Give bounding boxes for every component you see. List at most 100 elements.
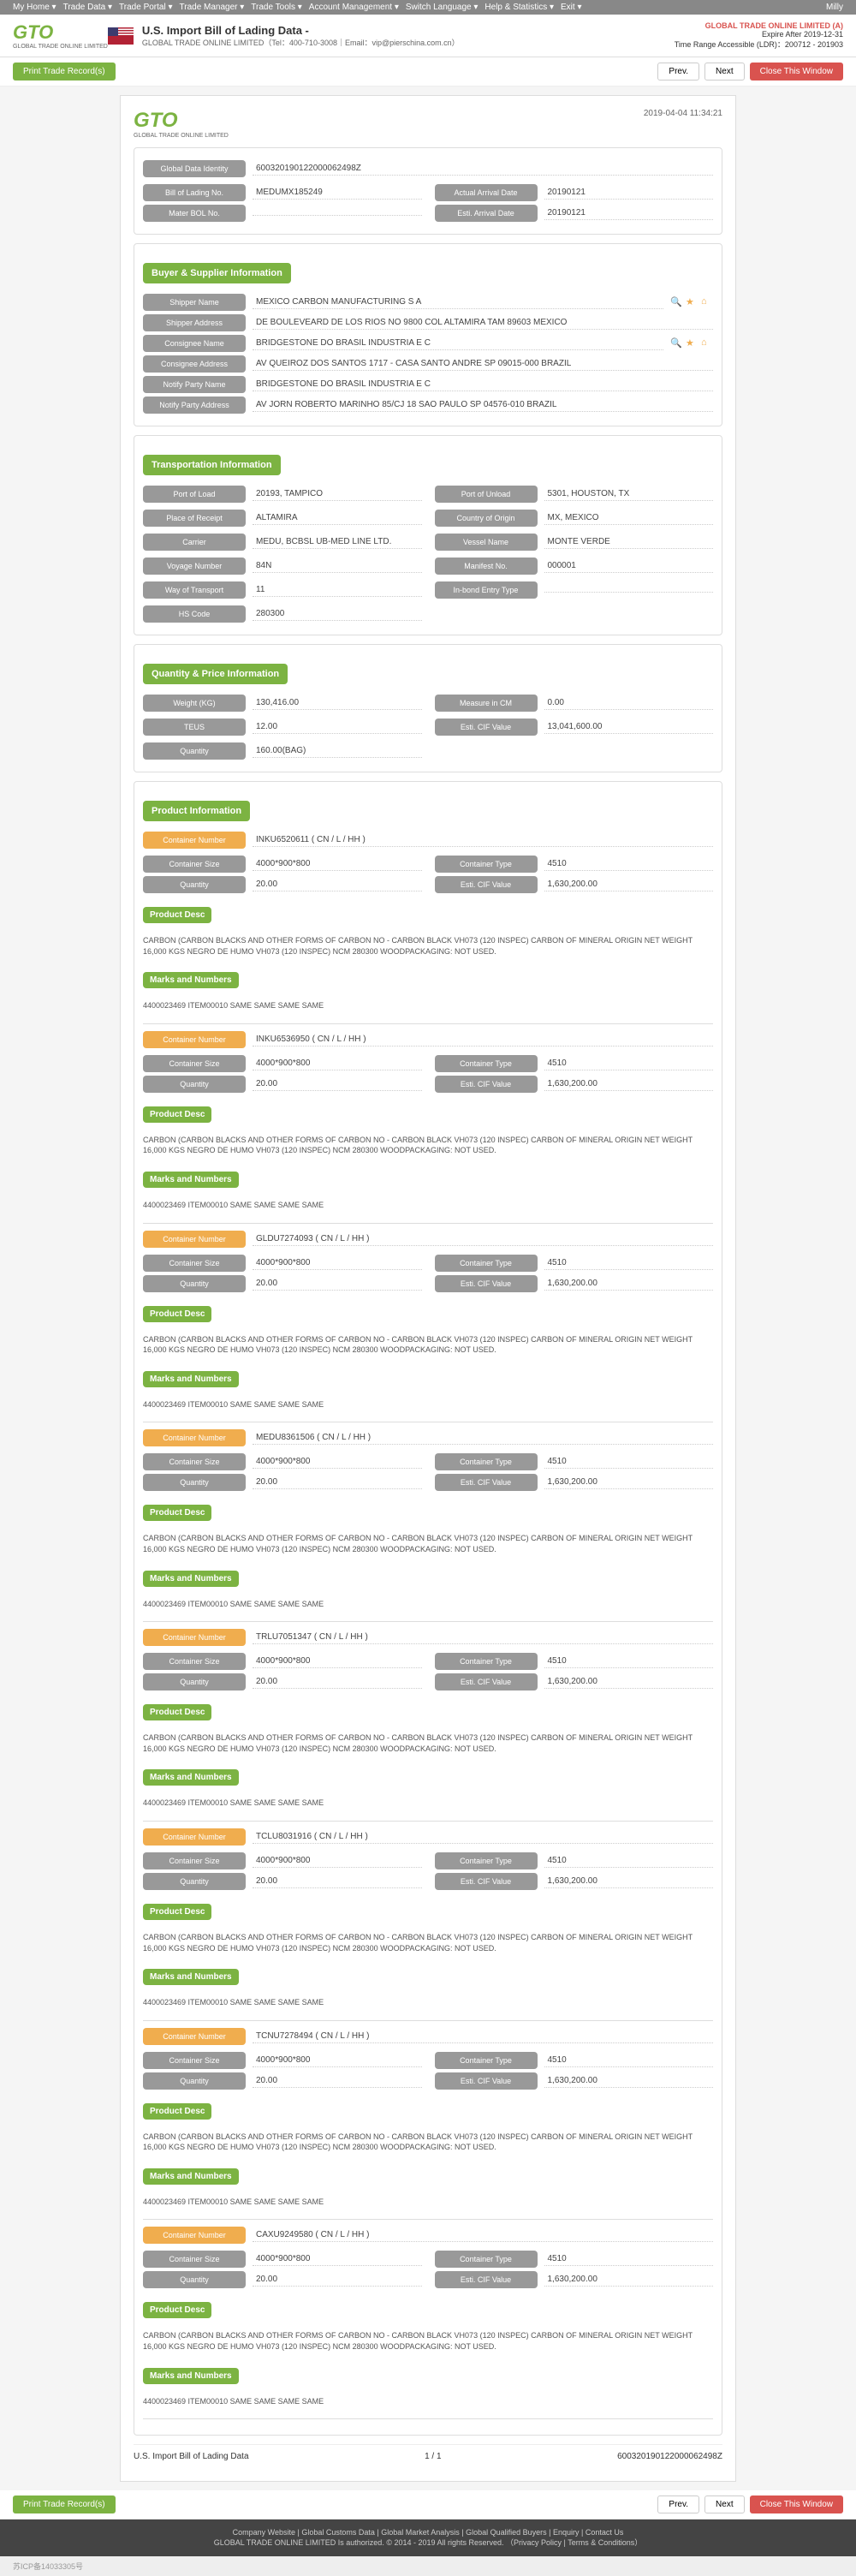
value-container-size: 4000*900*800 (253, 1854, 422, 1868)
value-container-type: 4510 (544, 1655, 714, 1668)
nav-item[interactable]: Help & Statistics ▾ (484, 3, 554, 12)
label-container-size: Container Size (143, 856, 246, 873)
value-cif: 1,630,200.00 (544, 1875, 714, 1888)
field-label: Weight (KG) (143, 695, 246, 712)
next-button[interactable]: Next (704, 2496, 745, 2513)
value-cif: 1,630,200.00 (544, 1277, 714, 1291)
label-shipper-addr: Shipper Address (143, 314, 246, 331)
nav-item[interactable]: Switch Language ▾ (406, 3, 479, 12)
label-quantity: Quantity (143, 1474, 246, 1491)
nav-item[interactable]: My Home ▾ (13, 3, 56, 12)
label-consignee-addr: Consignee Address (143, 355, 246, 373)
value-container-num: GLDU7274093 ( CN / L / HH ) (253, 1232, 713, 1246)
value-container-num: TCLU8031916 ( CN / L / HH ) (253, 1830, 713, 1844)
product-desc: CARBON (CARBON BLACKS AND OTHER FORMS OF… (143, 1528, 713, 1559)
label-ead: Esti. Arrival Date (435, 205, 538, 222)
us-flag-icon (108, 27, 134, 45)
field-label: Port of Unload (435, 486, 538, 503)
user-menu[interactable]: Milly (826, 3, 843, 12)
label-container-size: Container Size (143, 1055, 246, 1072)
marks-text: 4400023469 ITEM00010 SAME SAME SAME SAME (143, 1594, 713, 1615)
search-icon[interactable]: 🔍 (670, 337, 682, 349)
label-notify-addr: Notify Party Address (143, 397, 246, 414)
toolbar-bottom: Print Trade Record(s) Prev. Next Close T… (0, 2490, 856, 2519)
value-shipper: MEXICO CARBON MANUFACTURING S A (253, 295, 663, 309)
page-subtitle: GLOBAL TRADE ONLINE LIMITED（Tel：400-710-… (142, 37, 675, 48)
value-consignee: BRIDGESTONE DO BRASIL INDUSTRIA E C (253, 337, 663, 350)
next-button[interactable]: Next (704, 63, 745, 80)
nav-item[interactable]: Trade Manager ▾ (180, 3, 245, 12)
value-consignee-addr: AV QUEIROZ DOS SANTOS 1717 - CASA SANTO … (253, 357, 713, 371)
field-label: Carrier (143, 534, 246, 551)
product-desc-head: Product Desc (143, 1306, 211, 1322)
marks-head: Marks and Numbers (143, 1969, 239, 1985)
nav-item[interactable]: Trade Portal ▾ (119, 3, 172, 12)
print-button[interactable]: Print Trade Record(s) (13, 63, 116, 80)
value-container-num: CAXU9249580 ( CN / L / HH ) (253, 2228, 713, 2242)
close-button[interactable]: Close This Window (750, 63, 843, 80)
field-value: 20193, TAMPICO (253, 487, 422, 501)
label-mbol: Mater BOL No. (143, 205, 246, 222)
product-desc-head: Product Desc (143, 1505, 211, 1521)
value-container-num: INKU6520611 ( CN / L / HH ) (253, 833, 713, 847)
label-quantity: Quantity (143, 1873, 246, 1890)
transport-section-head: Transportation Information (143, 455, 281, 475)
label-container-size: Container Size (143, 2052, 246, 2069)
value-quantity: 20.00 (253, 1077, 422, 1091)
footer-links[interactable]: Company Website | Global Customs Data | … (9, 2528, 847, 2537)
page-title: U.S. Import Bill of Lading Data - (142, 24, 675, 37)
prev-button[interactable]: Prev. (657, 2496, 699, 2513)
product-desc: CARBON (CARBON BLACKS AND OTHER FORMS OF… (143, 2126, 713, 2158)
field-value: 13,041,600.00 (544, 720, 714, 734)
label-shipper: Shipper Name (143, 294, 246, 311)
value-quantity: 20.00 (253, 2074, 422, 2088)
product-desc-head: Product Desc (143, 907, 211, 923)
label-cif: Esti. CIF Value (435, 1076, 538, 1093)
prev-button[interactable]: Prev. (657, 63, 699, 80)
star-icon[interactable]: ★ (686, 337, 698, 349)
nav-links: My Home ▾ Trade Data ▾ Trade Portal ▾ Trade… (13, 3, 588, 12)
nav-item[interactable]: Trade Tools ▾ (251, 3, 302, 12)
search-icon[interactable]: 🔍 (670, 296, 682, 308)
marks-head: Marks and Numbers (143, 1571, 239, 1587)
site-footer: Company Website | Global Customs Data | … (0, 2519, 856, 2556)
label-container-size: Container Size (143, 1852, 246, 1869)
label-container-num: Container Number (143, 1031, 246, 1048)
value-container-size: 4000*900*800 (253, 1057, 422, 1070)
value-cif: 1,630,200.00 (544, 2273, 714, 2287)
field-value: 280300 (253, 607, 422, 621)
value-cif: 1,630,200.00 (544, 878, 714, 891)
product-desc: CARBON (CARBON BLACKS AND OTHER FORMS OF… (143, 930, 713, 962)
field-value: 84N (253, 559, 422, 573)
home-icon[interactable]: ⌂ (701, 337, 713, 349)
buyer-section-head: Buyer & Supplier Information (143, 263, 291, 283)
label-notify: Notify Party Name (143, 376, 246, 393)
product-desc-head: Product Desc (143, 1106, 211, 1123)
label-container-num: Container Number (143, 1828, 246, 1846)
value-mbol (253, 212, 422, 216)
product-section-head: Product Information (143, 801, 250, 821)
marks-text: 4400023469 ITEM00010 SAME SAME SAME SAME (143, 1992, 713, 2013)
product-desc-head: Product Desc (143, 2302, 211, 2318)
value-quantity: 20.00 (253, 2273, 422, 2287)
label-container-size: Container Size (143, 1653, 246, 1670)
value-container-size: 4000*900*800 (253, 2252, 422, 2266)
close-button[interactable]: Close This Window (750, 2496, 843, 2513)
home-icon[interactable]: ⌂ (701, 296, 713, 308)
field-value (544, 588, 714, 593)
label-cif: Esti. CIF Value (435, 876, 538, 893)
field-value: MEDU, BCBSL UB-MED LINE LTD. (253, 535, 422, 549)
value-container-type: 4510 (544, 2252, 714, 2266)
star-icon[interactable]: ★ (686, 296, 698, 308)
value-container-type: 4510 (544, 1057, 714, 1070)
value-container-type: 4510 (544, 1256, 714, 1270)
label-consignee: Consignee Name (143, 335, 246, 352)
label-container-num: Container Number (143, 2028, 246, 2045)
nav-item[interactable]: Trade Data ▾ (63, 3, 112, 12)
nav-item[interactable]: Exit ▾ (561, 3, 581, 12)
print-button[interactable]: Print Trade Record(s) (13, 2496, 116, 2513)
toolbar: Print Trade Record(s) Prev. Next Close T… (0, 57, 856, 86)
nav-item[interactable]: Account Management ▾ (309, 3, 399, 12)
label-container-type: Container Type (435, 856, 538, 873)
field-label: Country of Origin (435, 510, 538, 527)
